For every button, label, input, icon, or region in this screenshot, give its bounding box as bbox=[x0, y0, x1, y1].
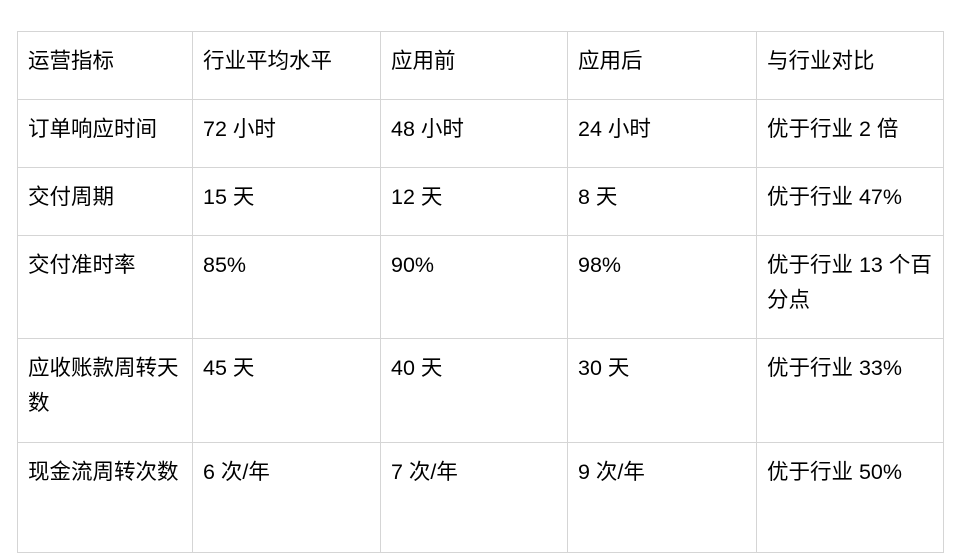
table-cell: 优于行业 13 个百分点 bbox=[756, 235, 944, 339]
table-cell: 48 小时 bbox=[380, 99, 568, 168]
table-cell: 40 天 bbox=[380, 338, 568, 443]
table-row: 现金流周转次数 6 次/年 7 次/年 9 次/年 优于行业 50% bbox=[17, 442, 944, 553]
column-header-industry-average: 行业平均水平 bbox=[192, 31, 381, 100]
column-header-metric: 运营指标 bbox=[17, 31, 193, 100]
table-cell: 98% bbox=[567, 235, 757, 339]
table-row: 交付周期 15 天 12 天 8 天 优于行业 47% bbox=[17, 167, 944, 236]
table-cell: 优于行业 2 倍 bbox=[756, 99, 944, 168]
table-cell: 7 次/年 bbox=[380, 442, 568, 553]
table-cell: 订单响应时间 bbox=[17, 99, 193, 168]
table-cell: 优于行业 50% bbox=[756, 442, 944, 553]
table-cell: 9 次/年 bbox=[567, 442, 757, 553]
header-row: 运营指标 行业平均水平 应用前 应用后 与行业对比 bbox=[17, 31, 944, 100]
table-cell: 12 天 bbox=[380, 167, 568, 236]
table-cell: 45 天 bbox=[192, 338, 381, 443]
table-row: 订单响应时间 72 小时 48 小时 24 小时 优于行业 2 倍 bbox=[17, 99, 944, 168]
table-cell: 优于行业 33% bbox=[756, 338, 944, 443]
table-cell: 90% bbox=[380, 235, 568, 339]
table-cell: 交付准时率 bbox=[17, 235, 193, 339]
table-cell: 优于行业 47% bbox=[756, 167, 944, 236]
table-cell: 应收账款周转天数 bbox=[17, 338, 193, 443]
table-cell: 8 天 bbox=[567, 167, 757, 236]
table-cell: 24 小时 bbox=[567, 99, 757, 168]
table-cell: 72 小时 bbox=[192, 99, 381, 168]
table-cell: 85% bbox=[192, 235, 381, 339]
table-cell: 6 次/年 bbox=[192, 442, 381, 553]
document-table-container: 运营指标 行业平均水平 应用前 应用后 与行业对比 订单响应时间 72 小时 4… bbox=[17, 31, 944, 553]
table-cell: 交付周期 bbox=[17, 167, 193, 236]
table-cell: 现金流周转次数 bbox=[17, 442, 193, 553]
column-header-vs-industry: 与行业对比 bbox=[756, 31, 944, 100]
table-row: 交付准时率 85% 90% 98% 优于行业 13 个百分点 bbox=[17, 235, 944, 339]
metrics-table: 运营指标 行业平均水平 应用前 应用后 与行业对比 订单响应时间 72 小时 4… bbox=[17, 31, 944, 553]
table-cell: 30 天 bbox=[567, 338, 757, 443]
column-header-before: 应用前 bbox=[380, 31, 568, 100]
table-cell: 15 天 bbox=[192, 167, 381, 236]
table-row: 应收账款周转天数 45 天 40 天 30 天 优于行业 33% bbox=[17, 338, 944, 443]
column-header-after: 应用后 bbox=[567, 31, 757, 100]
